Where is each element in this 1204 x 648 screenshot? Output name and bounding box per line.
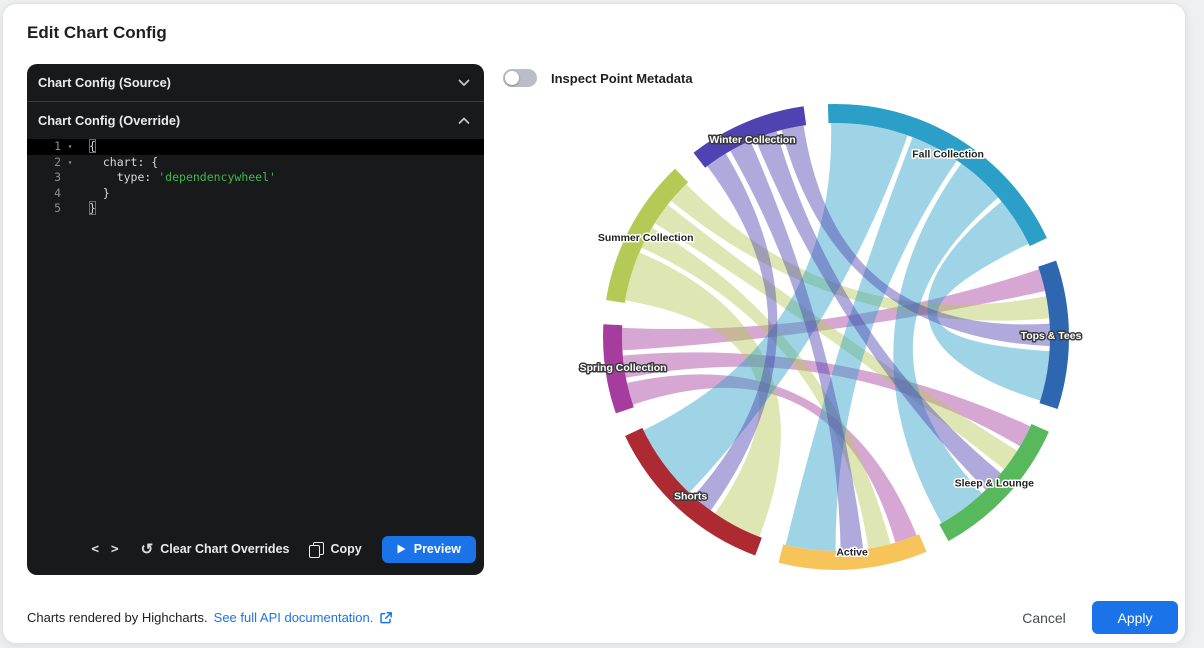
page-title: Edit Chart Config [27, 23, 167, 42]
copy-label: Copy [330, 542, 362, 556]
override-header-label: Chart Config (Override) [38, 113, 181, 128]
line-number: 2 [54, 154, 61, 169]
code-token: { [89, 139, 96, 153]
wheel-node-arc[interactable] [1038, 260, 1069, 409]
wheel-node-label: Winter Collection [709, 134, 795, 146]
wheel-link[interactable] [625, 252, 781, 537]
wheel-link[interactable] [785, 137, 957, 551]
clear-chart-overrides-button[interactable]: ↺ Clear Chart Overrides [141, 542, 290, 557]
wheel-node-label: Tops & Tees [1021, 330, 1082, 342]
wheel-link[interactable] [755, 131, 1001, 490]
line-number: 1 [54, 139, 61, 153]
accordion-divider [27, 101, 484, 102]
wheel-node-arc[interactable] [603, 324, 634, 414]
source-header-label: Chart Config (Source) [38, 75, 171, 90]
code-token: chart: { [89, 154, 159, 169]
code-line[interactable]: 3 type: 'dependencywheel' [27, 170, 484, 186]
code-token: 'dependencywheel' [158, 170, 276, 184]
inspect-point-metadata-label: Inspect Point Metadata [551, 70, 693, 86]
play-icon [397, 544, 406, 554]
preview-button[interactable]: Preview [381, 535, 476, 563]
wheel-node-arc[interactable] [693, 106, 807, 168]
wheel-node-arc[interactable] [939, 424, 1049, 542]
code-token: } [89, 185, 110, 200]
dependency-wheel-chart: Fall Collection Tops & Tees Sleep & Lounge… [578, 103, 1083, 571]
code-token: type: [89, 170, 159, 184]
fold-caret-spacer [61, 186, 79, 202]
inspect-point-metadata-row: Inspect Point Metadata [503, 69, 693, 87]
preview-label: Preview [413, 542, 461, 556]
code-gutter: 2 ▾ [27, 155, 87, 171]
edit-chart-config-dialog: Edit Chart Config Chart Config (Source) … [2, 3, 1186, 644]
code-text: } [87, 201, 96, 217]
wheel-node-label: Fall Collection [912, 149, 984, 161]
apply-button[interactable]: Apply [1092, 601, 1178, 634]
line-number: 5 [54, 201, 61, 215]
wheel-link[interactable] [621, 269, 1045, 351]
footer-note: Charts rendered by Highcharts. See full … [27, 610, 393, 625]
accordion-chart-config-override[interactable]: Chart Config (Override) [27, 102, 484, 139]
fold-caret-icon[interactable]: ▾ [67, 157, 73, 167]
code-gutter: 1 ▾ [27, 139, 87, 155]
wheel-node-label: Spring Collection [580, 362, 667, 374]
code-gutter: 5 [27, 201, 87, 217]
highcharts-credit-text: Charts rendered by Highcharts. [27, 610, 208, 625]
wheel-link[interactable] [893, 163, 999, 524]
external-link-icon[interactable] [379, 611, 393, 625]
code-text: type: 'dependencywheel' [87, 170, 276, 186]
editor-toolbar: < > ↺ Clear Chart Overrides Copy Preview [27, 529, 484, 575]
wheel-node-label: Active [836, 546, 868, 558]
code-text: } [87, 186, 110, 202]
code-token: } [89, 201, 96, 215]
wheel-node-label: Shorts [674, 490, 707, 502]
toggle-knob [505, 71, 519, 85]
code-text: { [87, 139, 96, 155]
chevron-up-icon [458, 117, 470, 124]
format-code-button[interactable]: < > [91, 542, 120, 557]
code-line[interactable]: 2 ▾ chart: { [27, 155, 484, 171]
chart-config-editor-panel: Chart Config (Source) Chart Config (Over… [27, 64, 484, 575]
clear-chart-overrides-label: Clear Chart Overrides [160, 542, 290, 556]
fold-caret-spacer [61, 170, 79, 186]
history-restore-icon: ↺ [140, 540, 154, 558]
wheel-link[interactable] [654, 204, 1018, 470]
code-line[interactable]: 4 } [27, 186, 484, 202]
wheel-link[interactable] [627, 374, 917, 543]
wheel-node-arc[interactable] [625, 427, 762, 556]
copy-button[interactable]: Copy [309, 541, 362, 558]
wheel-link[interactable] [730, 140, 864, 551]
code-gutter: 3 [27, 170, 87, 186]
wheel-node-arc[interactable] [827, 103, 1047, 247]
code-line[interactable]: 1 ▾{ [27, 139, 484, 155]
copy-icon [309, 541, 325, 558]
chart-preview: Fall Collection Tops & Tees Sleep & Lounge… [568, 89, 1108, 584]
wheel-node-label: Summer Collection [598, 232, 694, 244]
wheel-node-label: Sleep & Lounge [955, 477, 1035, 489]
line-number: 3 [54, 170, 61, 184]
wheel-link[interactable] [643, 123, 908, 493]
wheel-node-arc[interactable] [778, 534, 927, 571]
chevron-down-icon [458, 79, 470, 86]
wheel-link[interactable] [641, 227, 891, 549]
code-editor[interactable]: 1 ▾{2 ▾ chart: {3 type: 'dependencywheel' 4… [27, 139, 484, 529]
code-line[interactable]: 5} [27, 201, 484, 217]
code-gutter: 4 [27, 186, 87, 202]
inspect-point-metadata-toggle[interactable] [503, 69, 537, 87]
code-text: chart: { [87, 155, 158, 171]
wheel-link[interactable] [671, 184, 1050, 321]
code-brackets-icon: < > [91, 541, 121, 557]
accordion-chart-config-source[interactable]: Chart Config (Source) [27, 64, 484, 101]
cancel-button[interactable]: Cancel [1013, 604, 1075, 632]
fold-caret-spacer [61, 201, 79, 217]
wheel-link[interactable] [927, 201, 1050, 401]
wheel-node-arc[interactable] [606, 168, 689, 303]
wheel-link[interactable] [693, 153, 778, 511]
fold-caret-icon[interactable]: ▾ [67, 142, 73, 151]
code-lines: 1 ▾{2 ▾ chart: {3 type: 'dependencywheel' 4… [27, 139, 484, 217]
line-number: 4 [54, 185, 61, 200]
api-documentation-link[interactable]: See full API documentation. [213, 610, 374, 625]
wheel-link[interactable] [622, 352, 1031, 447]
wheel-link[interactable] [781, 125, 1051, 347]
